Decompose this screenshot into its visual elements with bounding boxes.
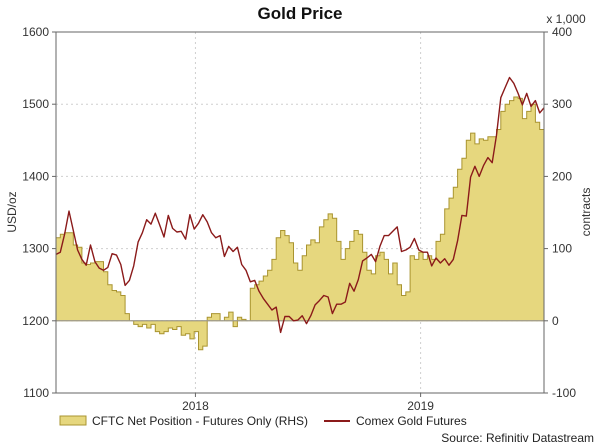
- right-tick-label-0: 0: [552, 314, 559, 328]
- comex-line-path: [55, 76, 545, 334]
- right-tick-label-400: 400: [552, 25, 572, 39]
- right-tick-label--100: -100: [552, 386, 576, 400]
- legend: CFTC Net Position - Futures Only (RHS) C…: [59, 414, 467, 428]
- left-tick-label-1200: 1200: [22, 314, 49, 328]
- right-axis-multiplier: x 1,000: [546, 12, 586, 26]
- gold-futures-line-series: [55, 76, 545, 334]
- chart-title: Gold Price: [257, 4, 342, 23]
- right-tick-label-200: 200: [552, 169, 572, 183]
- left-axis-label: USD/oz: [5, 191, 19, 232]
- right-axis-ticks: -100 0 100 200 300 400: [544, 25, 576, 400]
- left-axis-ticks: 1100 1200 1300 1400 1500 1600: [22, 25, 56, 400]
- left-tick-label-1400: 1400: [22, 169, 49, 183]
- x-tick-label-2018: 2018: [182, 399, 209, 413]
- right-tick-label-100: 100: [552, 242, 572, 256]
- plot-frame: [55, 31, 545, 394]
- cftc-area-series: [55, 96, 545, 351]
- x-tick-label-2019: 2019: [407, 399, 434, 413]
- x-axis-ticks: 2018 2019: [182, 393, 434, 413]
- right-axis-label: contracts: [579, 188, 593, 237]
- left-tick-label-1600: 1600: [22, 25, 49, 39]
- left-tick-label-1500: 1500: [22, 97, 49, 111]
- legend-area-swatch: [59, 415, 87, 426]
- left-tick-label-1100: 1100: [23, 386, 49, 400]
- legend-label-cftc: CFTC Net Position - Futures Only (RHS): [92, 414, 308, 428]
- legend-label-comex: Comex Gold Futures: [356, 414, 467, 428]
- source-note: Source: Refinitiv Datastream: [441, 431, 594, 445]
- left-tick-label-1300: 1300: [22, 242, 49, 256]
- cftc-area-path: [55, 96, 545, 351]
- right-tick-label-300: 300: [552, 97, 572, 111]
